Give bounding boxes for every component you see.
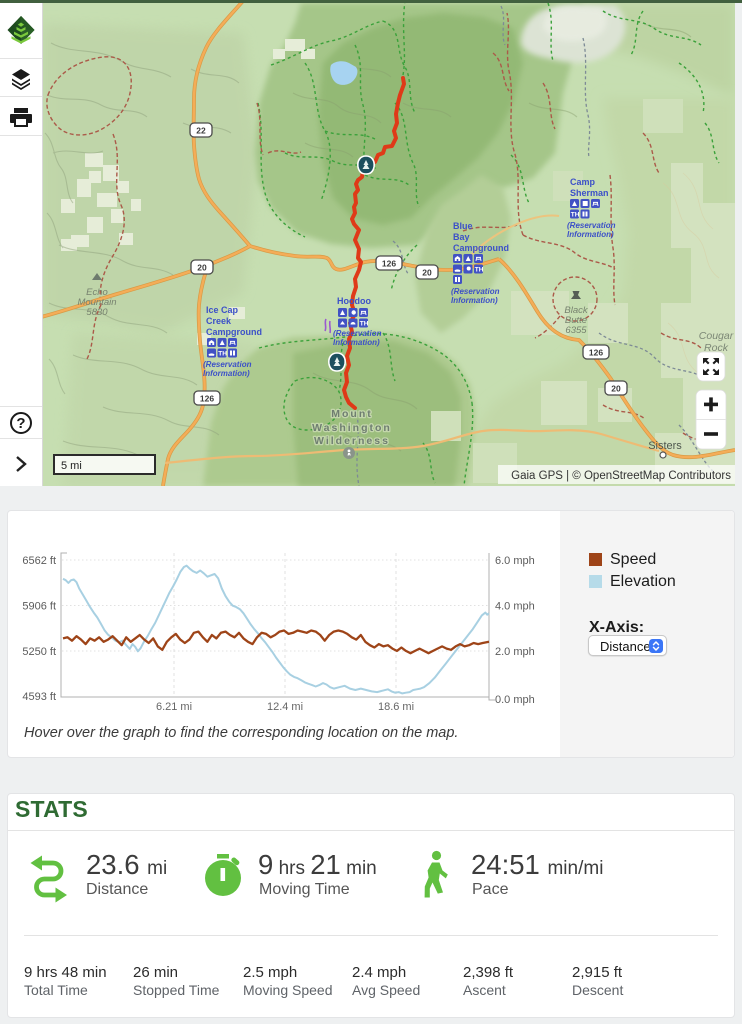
svg-text:Bay: Bay: [453, 232, 470, 242]
svg-text:6355: 6355: [565, 325, 587, 336]
svg-text:20: 20: [422, 268, 432, 278]
svg-text:4.0 mph: 4.0 mph: [495, 601, 535, 613]
svg-text:Information): Information): [333, 338, 380, 347]
svg-text:0.0 mph: 0.0 mph: [495, 694, 535, 706]
svg-text:(Reservation: (Reservation: [203, 360, 252, 369]
svg-text:5 mi: 5 mi: [61, 460, 82, 472]
svg-text:4593 ft: 4593 ft: [22, 691, 56, 703]
svg-text:20: 20: [197, 263, 207, 273]
svg-text:6562 ft: 6562 ft: [22, 555, 56, 567]
svg-text:Information): Information): [567, 230, 614, 239]
svg-text:Ice Cap: Ice Cap: [206, 305, 239, 315]
svg-text:6.0 mph: 6.0 mph: [495, 555, 535, 567]
svg-text:2.0 mph: 2.0 mph: [495, 646, 535, 658]
svg-text:5906 ft: 5906 ft: [22, 601, 56, 613]
svg-text:5250 ft: 5250 ft: [22, 646, 56, 658]
svg-text:Washington: Washington: [312, 422, 392, 434]
svg-text:Gaia GPS | © OpenStreetMap Con: Gaia GPS | © OpenStreetMap Contributors: [511, 470, 731, 482]
svg-text:TH: TH: [475, 267, 484, 274]
svg-text:Butte: Butte: [565, 315, 587, 326]
svg-text:126: 126: [200, 394, 214, 404]
svg-text:Sherman: Sherman: [570, 188, 609, 198]
svg-text:Information): Information): [451, 296, 498, 305]
svg-text:?: ?: [16, 415, 25, 432]
svg-text:TH: TH: [360, 321, 369, 328]
svg-text:Campground: Campground: [453, 243, 509, 253]
svg-text:18.6 mi: 18.6 mi: [378, 701, 414, 713]
svg-text:Hoodoo: Hoodoo: [337, 296, 371, 306]
svg-text:12.4 mi: 12.4 mi: [267, 701, 303, 713]
svg-text:6.21 mi: 6.21 mi: [156, 701, 192, 713]
svg-text:TH: TH: [218, 351, 227, 358]
svg-text:5830: 5830: [86, 307, 108, 318]
svg-text:Black: Black: [564, 305, 588, 316]
svg-text:(Reservation: (Reservation: [567, 221, 616, 230]
svg-text:Sisters: Sisters: [648, 440, 682, 452]
svg-text:22: 22: [196, 126, 206, 136]
svg-text:Mount: Mount: [331, 408, 373, 420]
svg-text:126: 126: [382, 259, 396, 269]
svg-text:(Reservation: (Reservation: [451, 287, 500, 296]
svg-text:Camp: Camp: [570, 177, 596, 187]
svg-text:Rock: Rock: [704, 342, 729, 354]
svg-text:20: 20: [611, 384, 621, 394]
svg-text:Campground: Campground: [206, 327, 262, 337]
svg-text:Creek: Creek: [206, 316, 232, 326]
svg-text:(Reservation: (Reservation: [333, 329, 382, 338]
svg-text:Wilderness: Wilderness: [314, 435, 390, 447]
svg-text:TH: TH: [571, 212, 580, 219]
svg-text:Cougar: Cougar: [699, 330, 734, 342]
svg-text:126: 126: [589, 348, 603, 358]
svg-text:Mountain: Mountain: [77, 297, 116, 308]
svg-text:Blue: Blue: [453, 221, 473, 231]
svg-text:Information): Information): [203, 369, 250, 378]
svg-text:Echo: Echo: [86, 287, 108, 298]
